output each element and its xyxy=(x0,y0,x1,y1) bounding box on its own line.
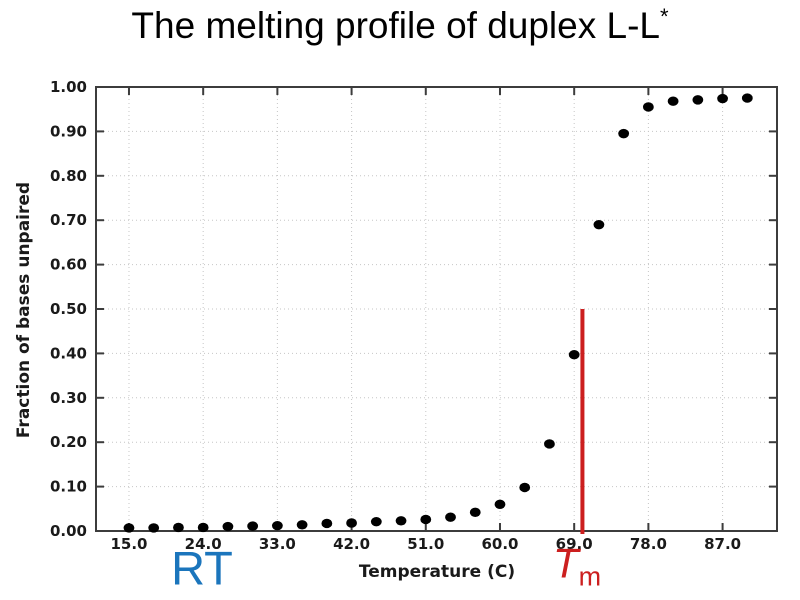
x-tick-label: 78.0 xyxy=(630,535,667,553)
chart-title-text: The melting profile of duplex L-L xyxy=(131,5,660,46)
data-point xyxy=(271,520,283,531)
data-point xyxy=(123,523,135,533)
data-point xyxy=(667,96,679,106)
data-point xyxy=(717,93,728,104)
chart-title-superscript: * xyxy=(660,4,669,29)
x-tick-label: 60.0 xyxy=(481,535,518,553)
y-tick-label: 0.30 xyxy=(50,389,87,407)
data-point xyxy=(247,521,259,531)
data-point xyxy=(370,516,382,527)
data-point xyxy=(222,521,234,532)
y-tick-label: 1.00 xyxy=(50,78,87,96)
tm-annotation-subscript: m xyxy=(578,561,602,592)
y-tick-label: 0.20 xyxy=(50,433,87,451)
x-tick-label: 51.0 xyxy=(407,535,444,553)
y-tick-label: 0.90 xyxy=(50,122,87,140)
x-tick-label: 87.0 xyxy=(704,535,741,553)
tm-annotation-symbol: T xyxy=(552,539,579,587)
data-point xyxy=(692,95,704,105)
data-point xyxy=(544,439,555,449)
y-tick-label: 0.70 xyxy=(50,211,87,229)
y-tick-label: 0.80 xyxy=(50,167,87,185)
data-point xyxy=(296,520,308,530)
data-point xyxy=(148,523,160,533)
data-point xyxy=(642,102,654,112)
y-tick-label: 0.10 xyxy=(50,478,87,496)
y-tick-label: 0.60 xyxy=(50,256,87,274)
data-point xyxy=(321,518,333,529)
data-point xyxy=(741,93,753,103)
data-point xyxy=(469,507,481,518)
data-point xyxy=(494,499,506,510)
data-point xyxy=(618,128,630,139)
tm-annotation: Tm xyxy=(553,540,601,593)
x-tick-label: 42.0 xyxy=(333,535,370,553)
y-tick-label: 0.50 xyxy=(50,300,87,318)
x-tick-label: 15.0 xyxy=(110,535,147,553)
data-point xyxy=(197,522,209,533)
data-point xyxy=(445,512,456,522)
x-axis-label: Temperature (C) xyxy=(358,562,516,582)
data-point xyxy=(568,350,580,360)
data-point xyxy=(420,514,432,525)
y-tick-label: 0.40 xyxy=(50,344,87,362)
data-point xyxy=(593,219,605,230)
data-point xyxy=(173,522,184,533)
data-point xyxy=(346,518,357,528)
x-tick-label: 33.0 xyxy=(259,535,296,553)
x-tick-label: 24.0 xyxy=(185,535,222,553)
chart-title: The melting profile of duplex L-L* xyxy=(0,4,800,47)
rt-annotation: RT xyxy=(171,541,233,595)
data-point xyxy=(519,482,531,493)
x-tick-label: 69.0 xyxy=(556,535,593,553)
data-point xyxy=(395,516,407,526)
y-tick-label: 0.00 xyxy=(50,522,87,540)
y-axis-label: Fraction of bases unpaired xyxy=(14,181,34,439)
